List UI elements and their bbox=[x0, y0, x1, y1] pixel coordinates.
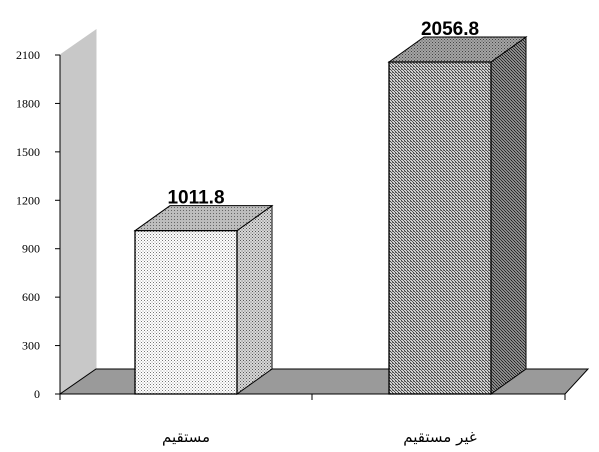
bar-value-label: 1011.8 bbox=[167, 188, 224, 209]
bar-front-face bbox=[388, 61, 492, 395]
bar-side-face bbox=[236, 204, 273, 395]
category-label: غير مستقيم bbox=[403, 428, 477, 446]
bar-2 bbox=[387, 36, 528, 395]
bar-side-face bbox=[490, 36, 527, 395]
y-tick-label: 1500 bbox=[16, 145, 40, 159]
y-tick-label: 300 bbox=[22, 339, 40, 353]
y-tick-label: 900 bbox=[22, 242, 40, 256]
category-label: مستقيم bbox=[162, 428, 210, 446]
y-tick-label: 2100 bbox=[16, 48, 40, 62]
bar-1 bbox=[133, 204, 274, 395]
bar-value-label: 2056.8 bbox=[421, 19, 479, 40]
back-wall bbox=[59, 29, 97, 395]
y-tick-label: 1200 bbox=[16, 193, 40, 207]
y-tick-label: 0 bbox=[34, 387, 40, 401]
y-tick-label: 1800 bbox=[16, 96, 40, 110]
bar-front-face bbox=[134, 230, 238, 395]
y-tick-label: 600 bbox=[22, 290, 40, 304]
